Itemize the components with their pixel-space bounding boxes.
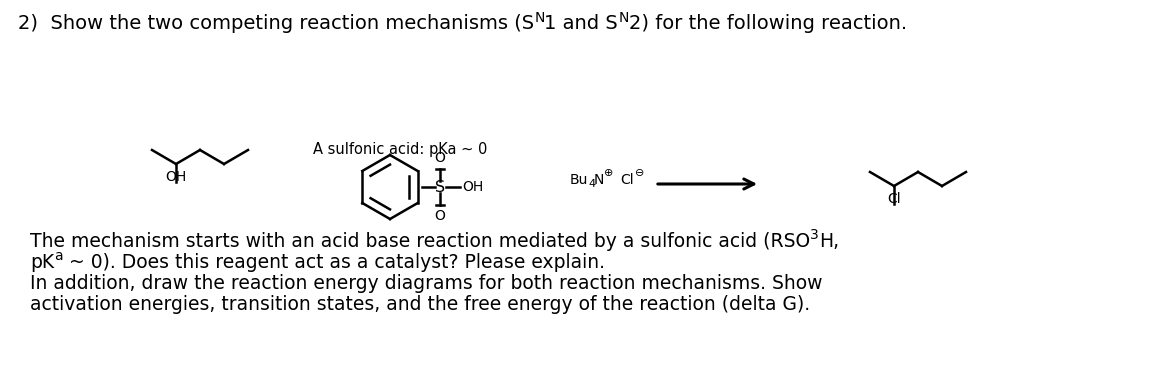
Text: 2)  Show the two competing reaction mechanisms (S: 2) Show the two competing reaction mecha… [17, 14, 535, 33]
Text: H,: H, [819, 232, 839, 251]
Text: ~ 0). Does this reagent act as a catalyst? Please explain.: ~ 0). Does this reagent act as a catalys… [63, 253, 604, 272]
Text: ⊖: ⊖ [634, 168, 645, 178]
Text: 4: 4 [588, 179, 595, 189]
Text: A sulfonic acid: pKa ~ 0: A sulfonic acid: pKa ~ 0 [313, 142, 487, 157]
Text: OH: OH [462, 180, 483, 194]
Text: S: S [435, 180, 445, 195]
Text: O: O [435, 209, 445, 223]
Text: ⊕: ⊕ [604, 168, 614, 178]
Text: N: N [618, 11, 629, 25]
Text: pK: pK [30, 253, 55, 272]
Text: The mechanism starts with an acid base reaction mediated by a sulfonic acid (RSO: The mechanism starts with an acid base r… [30, 232, 810, 251]
Text: Cl: Cl [888, 192, 901, 206]
Text: 3: 3 [810, 228, 819, 242]
Text: In addition, draw the reaction energy diagrams for both reaction mechanisms. Sho: In addition, draw the reaction energy di… [30, 274, 823, 293]
Text: activation energies, transition states, and the free energy of the reaction (del: activation energies, transition states, … [30, 295, 810, 314]
Text: Cl: Cl [621, 173, 633, 187]
Text: 1 and S: 1 and S [545, 14, 618, 33]
Text: Bu: Bu [571, 173, 588, 187]
Text: O: O [435, 151, 445, 165]
Text: OH: OH [165, 170, 187, 184]
Text: N: N [594, 173, 604, 187]
Text: 2) for the following reaction.: 2) for the following reaction. [629, 14, 906, 33]
Text: N: N [535, 11, 545, 25]
Text: a: a [55, 249, 63, 263]
